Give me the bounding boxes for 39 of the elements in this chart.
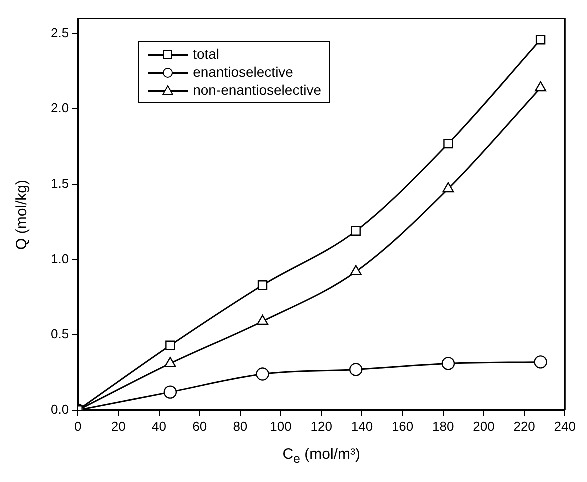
x-tick-label: 200: [473, 418, 495, 434]
point: [536, 35, 546, 45]
point: [350, 363, 363, 376]
x-tick-label: 180: [432, 418, 454, 434]
point: [442, 357, 456, 370]
x-tick-label: 0: [74, 418, 82, 434]
x-tick-label: 100: [270, 418, 292, 434]
point: [256, 314, 269, 326]
x-tick-label: 140: [351, 418, 374, 434]
point: [166, 340, 176, 350]
x-tick-label: 60: [192, 418, 208, 434]
y-axis-title: Q (mol/kg): [14, 180, 30, 250]
x-tick-label: 40: [152, 418, 166, 434]
point: [444, 138, 454, 149]
x-tick-label: 220: [514, 418, 536, 434]
y-tick-label: 0.5: [50, 326, 70, 342]
y-tick-label: 2.0: [50, 100, 70, 116]
point: [442, 182, 454, 193]
y-tick-label: 1.0: [50, 251, 70, 266]
x-tick-label: 80: [233, 418, 248, 434]
point: [164, 386, 178, 399]
point: [164, 357, 176, 368]
x-axis-title: C$_{e}$ (mol/m³): [282, 446, 362, 466]
x-tick-label: 160: [392, 418, 414, 434]
y-tick-label: 0.0: [50, 402, 70, 417]
x-tick-label: 240: [554, 418, 576, 434]
y-tick-label: 1.5: [50, 176, 70, 192]
point: [351, 226, 361, 236]
y-tick-label: 2.5: [50, 25, 70, 40]
x-tick-label: 120: [310, 418, 332, 434]
point: [350, 265, 362, 276]
legend-label: total: [193, 46, 220, 62]
legend-label: non-enantioselective: [193, 82, 322, 98]
x-tick-label: 20: [111, 418, 126, 434]
point: [256, 368, 270, 381]
legend-label: enantioselective: [193, 64, 294, 80]
point: [535, 81, 547, 92]
point: [258, 280, 268, 290]
point: [534, 356, 548, 369]
